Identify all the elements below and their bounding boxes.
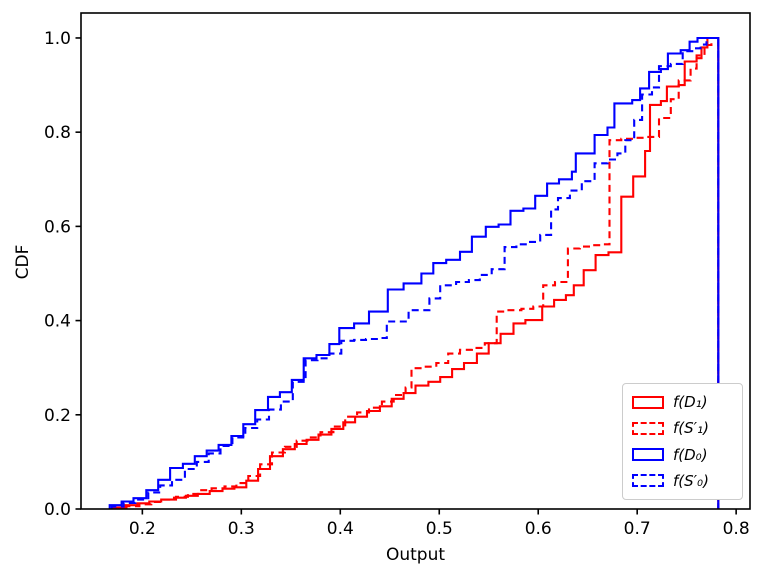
curve-f_D0 <box>108 36 720 509</box>
x-tick-label: 0.2 <box>129 519 156 539</box>
x-tick-label: 0.7 <box>624 519 651 539</box>
y-tick-label: 0.4 <box>44 312 71 332</box>
legend-label-fd0: f(D₀) <box>673 445 708 464</box>
y-tick-label: 0.8 <box>44 123 71 143</box>
curve-f_S1 <box>113 36 720 510</box>
legend-label-fs1: f(S′₁) <box>673 419 709 438</box>
legend-label-fs0: f(S′₀) <box>673 471 709 490</box>
legend-label-fd1: f(D₁) <box>673 393 708 412</box>
x-tick-label: 0.4 <box>327 519 354 539</box>
legend-swatch-blue-solid <box>632 448 664 462</box>
y-tick-label: 0.0 <box>44 500 71 520</box>
legend-item-fs0: f(S′₀) <box>632 472 733 490</box>
x-tick-label: 0.3 <box>228 519 255 539</box>
y-tick-label: 1.0 <box>44 29 71 49</box>
legend-item-fs1: f(S′₁) <box>632 419 733 437</box>
curve-f_S0 <box>110 36 720 509</box>
x-axis-label: Output <box>385 545 446 565</box>
curve-f_D1 <box>111 36 720 509</box>
legend-swatch-red-dashed <box>632 421 664 435</box>
legend-item-fd1: f(D₁) <box>632 393 733 411</box>
legend-swatch-blue-dashed <box>632 474 664 488</box>
y-tick-label: 0.6 <box>44 217 71 237</box>
legend-swatch-red-solid <box>632 395 664 409</box>
plot-border <box>80 12 751 510</box>
y-tick-label: 0.2 <box>44 406 71 426</box>
legend-item-fd0: f(D₀) <box>632 446 733 464</box>
x-tick-label: 0.6 <box>525 519 552 539</box>
y-axis-label: CDF <box>13 244 33 280</box>
legend: f(D₁) f(S′₁) f(D₀) f(S′₀) <box>622 383 743 500</box>
x-tick-label: 0.5 <box>426 519 453 539</box>
x-tick-label: 0.8 <box>723 519 750 539</box>
